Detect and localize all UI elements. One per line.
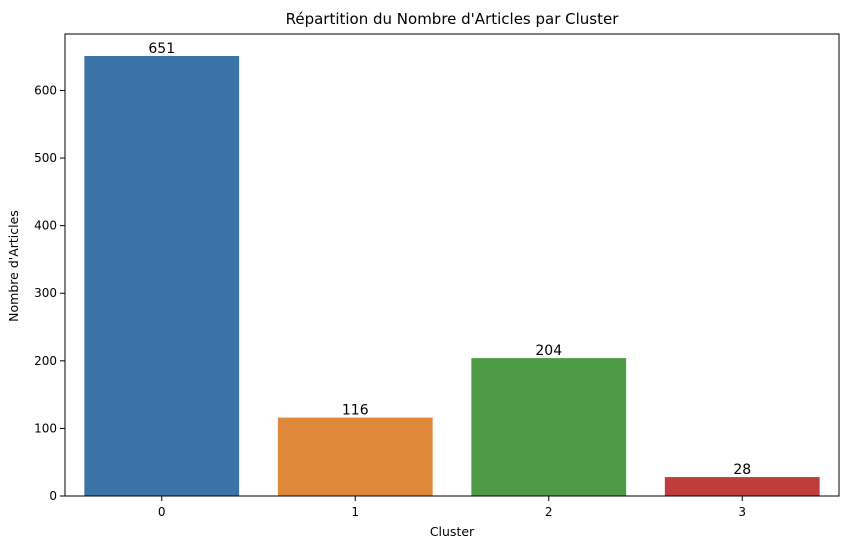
y-tick-label-600: 600 [34, 83, 57, 97]
x-tick-label-0: 0 [158, 505, 166, 519]
y-tick-label-0: 0 [49, 489, 57, 503]
y-tick-label-500: 500 [34, 151, 57, 165]
bar-cluster-3 [664, 477, 820, 496]
y-tick-label-100: 100 [34, 421, 57, 435]
bar-cluster-0 [84, 56, 240, 496]
plot-frame [64, 33, 840, 497]
x-axis-label: Cluster [430, 524, 475, 539]
data-label-cluster-2: 204 [535, 343, 562, 359]
y-tick-label-200: 200 [34, 354, 57, 368]
y-tick-label-400: 400 [34, 219, 57, 233]
x-tick-label-2: 2 [545, 505, 553, 519]
plot-area: 651 0 116 1 204 2 28 3 0 100 200 300 400 500 600 [34, 33, 840, 519]
y-axis-label: Nombre d'Articles [6, 210, 21, 322]
chart-title: Répartition du Nombre d'Articles par Clu… [286, 10, 620, 28]
bar-cluster-1 [277, 417, 433, 496]
data-label-cluster-0: 651 [148, 41, 175, 57]
bar-cluster-2 [471, 358, 627, 496]
y-tick-label-300: 300 [34, 286, 57, 300]
x-tick-label-3: 3 [738, 505, 746, 519]
data-label-cluster-3: 28 [733, 462, 751, 478]
x-tick-label-1: 1 [351, 505, 359, 519]
data-label-cluster-1: 116 [342, 403, 369, 419]
